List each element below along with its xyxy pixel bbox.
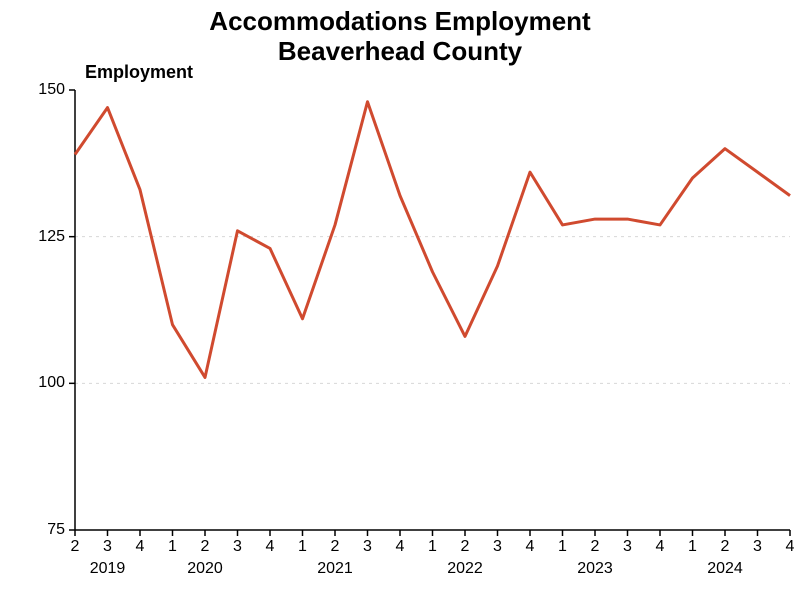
x-tick-label: 4 [255, 538, 285, 556]
y-tick-label: 125 [38, 228, 65, 246]
x-tick-label: 4 [125, 538, 155, 556]
x-tick-label: 2 [710, 538, 740, 556]
x-tick-label: 3 [613, 538, 643, 556]
x-tick-label: 3 [223, 538, 253, 556]
x-tick-label: 4 [645, 538, 675, 556]
y-tick-label: 100 [38, 374, 65, 392]
chart-container: Accommodations Employment Beaverhead Cou… [0, 0, 800, 600]
year-label: 2019 [78, 560, 138, 578]
x-tick-label: 2 [60, 538, 90, 556]
x-tick-label: 3 [353, 538, 383, 556]
x-tick-label: 2 [190, 538, 220, 556]
year-label: 2021 [305, 560, 365, 578]
x-tick-label: 1 [678, 538, 708, 556]
y-tick-label: 75 [47, 521, 65, 539]
x-tick-label: 2 [320, 538, 350, 556]
x-tick-label: 3 [93, 538, 123, 556]
year-label: 2023 [565, 560, 625, 578]
chart-svg [0, 0, 800, 600]
x-tick-label: 4 [775, 538, 800, 556]
x-tick-label: 1 [418, 538, 448, 556]
x-tick-label: 4 [515, 538, 545, 556]
x-tick-label: 4 [385, 538, 415, 556]
x-tick-label: 1 [288, 538, 318, 556]
y-tick-label: 150 [38, 81, 65, 99]
x-tick-label: 1 [158, 538, 188, 556]
x-tick-label: 2 [450, 538, 480, 556]
x-tick-label: 3 [483, 538, 513, 556]
x-tick-label: 2 [580, 538, 610, 556]
x-tick-label: 1 [548, 538, 578, 556]
year-label: 2024 [695, 560, 755, 578]
year-label: 2022 [435, 560, 495, 578]
year-label: 2020 [175, 560, 235, 578]
x-tick-label: 3 [743, 538, 773, 556]
